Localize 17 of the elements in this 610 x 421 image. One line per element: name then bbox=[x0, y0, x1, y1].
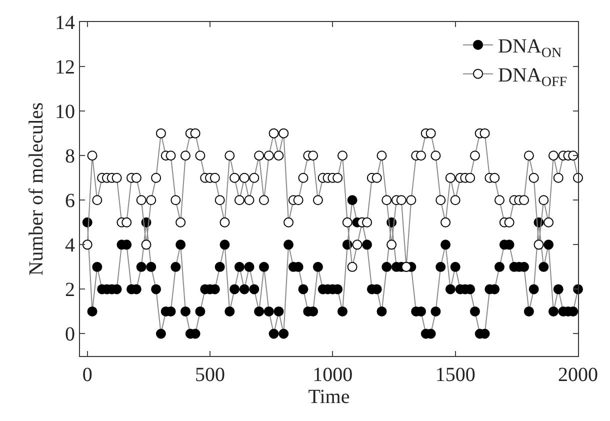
legend-label: DNA$_{ON}$ bbox=[498, 36, 562, 61]
x-tick-label: 2000 bbox=[558, 364, 598, 386]
y-tick-label: 6 bbox=[65, 190, 75, 212]
y-tick-label: 0 bbox=[65, 324, 75, 346]
y-tick-label: 8 bbox=[65, 146, 75, 168]
y-tick-label: 2 bbox=[65, 279, 75, 302]
y-axis-title: Number of molecules bbox=[26, 102, 48, 276]
y-tick-label: 10 bbox=[55, 101, 75, 124]
y-tick-label: 4 bbox=[65, 234, 75, 257]
x-tick-label: 1500 bbox=[435, 364, 476, 386]
legend-label: DNA$_{OFF}$ bbox=[498, 64, 568, 90]
x-tick-label: 500 bbox=[195, 364, 226, 386]
x-axis-title: Time bbox=[308, 386, 350, 408]
x-tick-label: 1000 bbox=[312, 364, 353, 386]
y-tick-label: 12 bbox=[55, 56, 75, 79]
x-tick-label: 0 bbox=[82, 364, 92, 386]
y-tick-label: 14 bbox=[55, 12, 75, 34]
